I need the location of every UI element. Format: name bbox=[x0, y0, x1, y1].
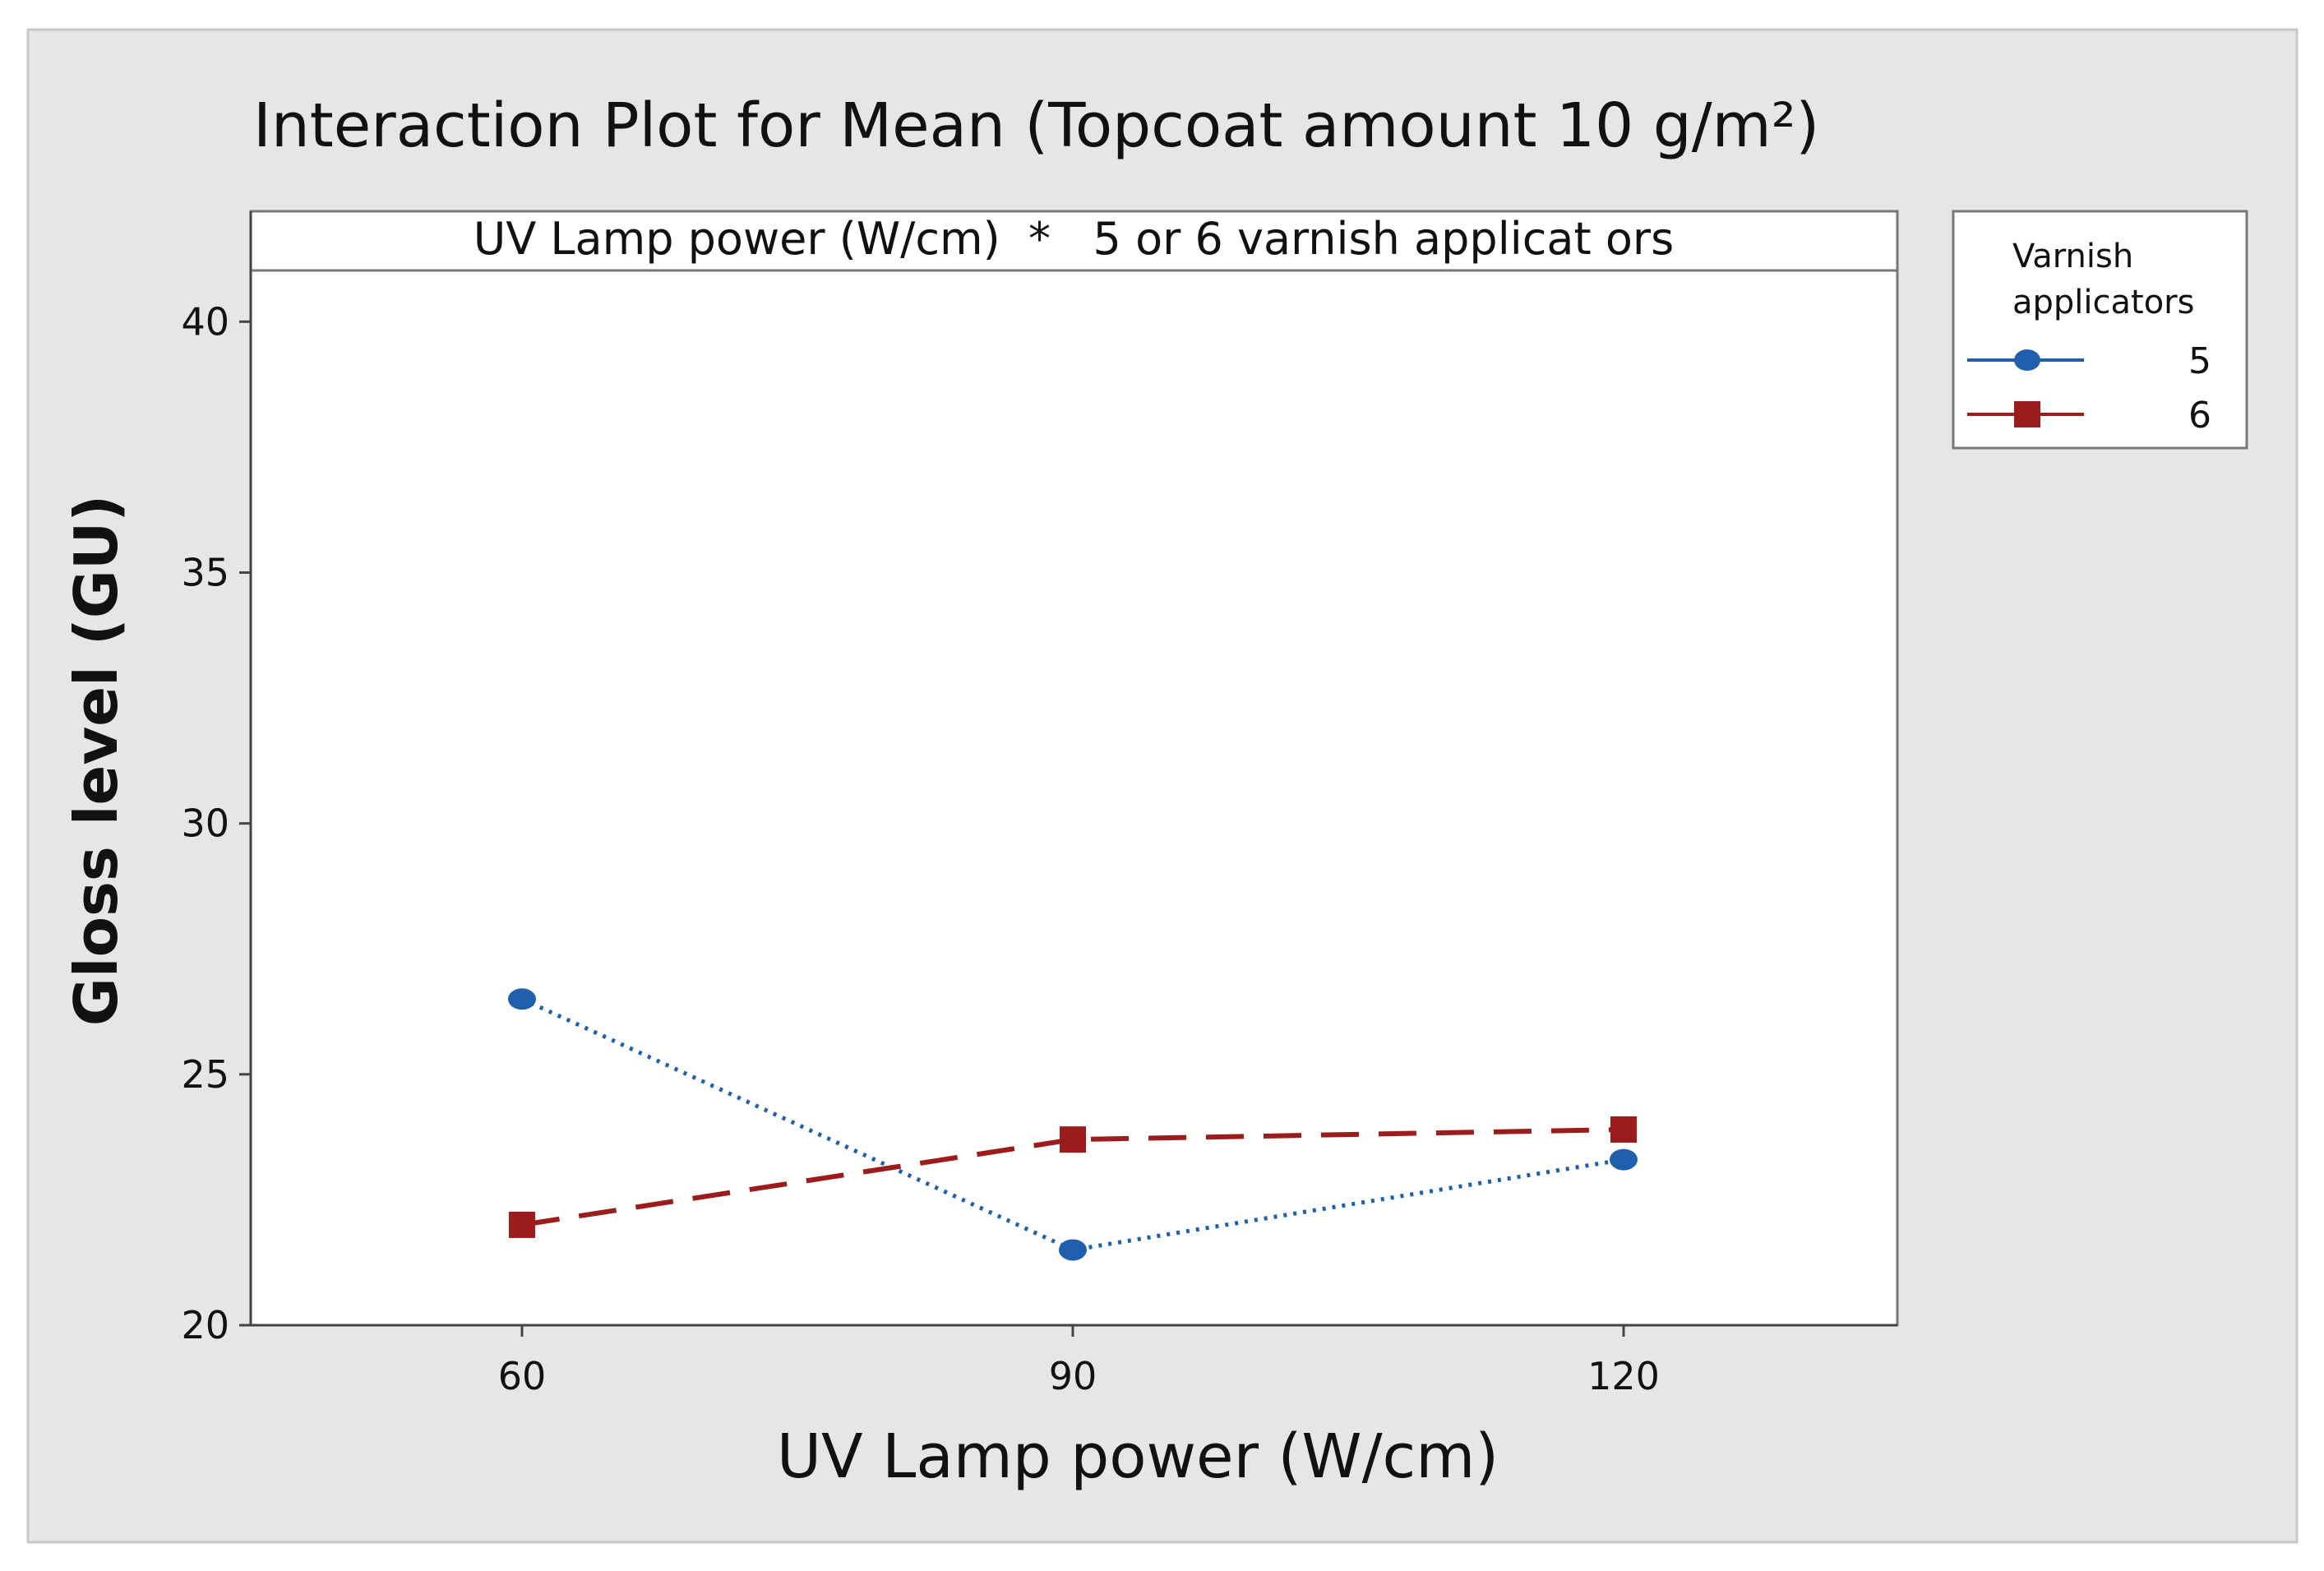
x-tick-label: 120 bbox=[1587, 1354, 1660, 1398]
legend-title-line1: Varnish bbox=[2012, 238, 2133, 275]
y-tick-label: 25 bbox=[181, 1052, 229, 1097]
legend-label-5: 5 bbox=[2188, 340, 2211, 382]
series-6-line bbox=[521, 1126, 1624, 1227]
series-6-point-90 bbox=[1060, 1126, 1086, 1153]
series-5-line bbox=[520, 996, 1624, 1253]
series-5-point-60 bbox=[508, 988, 536, 1010]
y-axis-label: Gloss level (GU) bbox=[62, 495, 131, 1026]
chart-title: Interaction Plot for Mean (Topcoat amoun… bbox=[253, 90, 1819, 161]
x-tick-label: 90 bbox=[1049, 1354, 1097, 1398]
y-tick-label: 40 bbox=[181, 299, 229, 344]
legend-marker-5 bbox=[2014, 349, 2040, 371]
chart-subtitle: UV Lamp power (W/cm) * 5 or 6 varnish ap… bbox=[474, 213, 1674, 265]
subtitle-strip bbox=[249, 210, 1899, 272]
legend-label-6: 6 bbox=[2188, 395, 2211, 437]
plot-area bbox=[249, 210, 1899, 1327]
y-tick-label: 20 bbox=[181, 1303, 229, 1347]
legend-marker-6 bbox=[2014, 401, 2040, 427]
legend-title-line2: applicators bbox=[2012, 284, 2194, 321]
legend-box bbox=[1952, 210, 2248, 450]
series-6-point-60 bbox=[509, 1211, 535, 1238]
y-tick-label: 35 bbox=[181, 550, 229, 594]
y-tick-label: 30 bbox=[181, 802, 229, 846]
series-5-point-120 bbox=[1610, 1148, 1638, 1171]
series-6-point-120 bbox=[1610, 1116, 1637, 1143]
x-axis-label: UV Lamp power (W/cm) bbox=[777, 1421, 1499, 1492]
x-tick-label: 60 bbox=[498, 1354, 547, 1398]
series-5-point-90 bbox=[1059, 1239, 1087, 1261]
